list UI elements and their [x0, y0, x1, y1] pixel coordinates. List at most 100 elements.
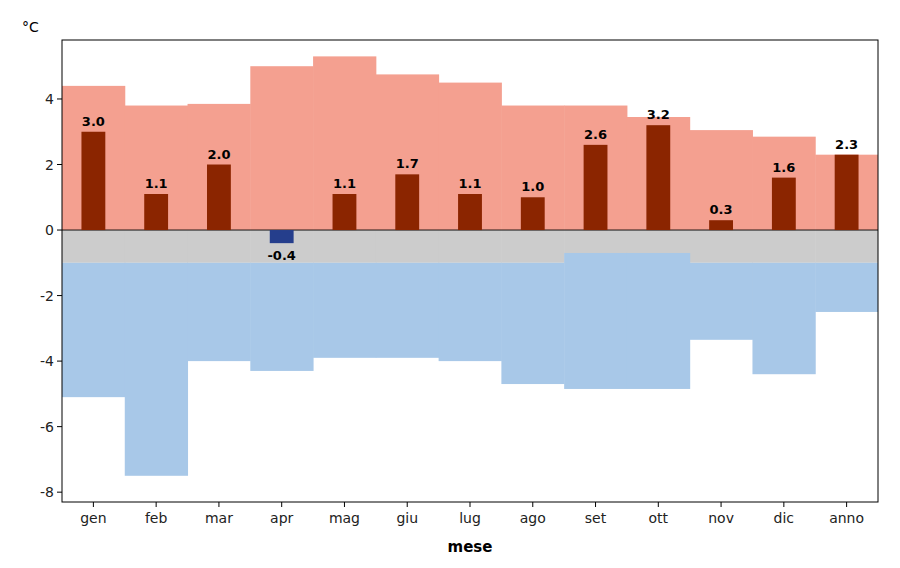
band-cell	[815, 263, 878, 312]
band	[62, 253, 878, 476]
x-axis-label: mese	[448, 538, 493, 556]
band-cell	[752, 263, 815, 374]
band-cell	[376, 263, 439, 358]
bar	[646, 125, 670, 230]
band-cell	[564, 253, 627, 389]
y-tick-label: -2	[40, 288, 54, 304]
bar	[772, 178, 796, 230]
x-tick	[658, 502, 659, 507]
data-label: 1.7	[396, 156, 419, 171]
band-cell	[690, 230, 753, 263]
x-tick	[595, 502, 596, 507]
band-cell	[752, 137, 815, 230]
x-tick-label: anno	[829, 510, 864, 526]
data-labels: 3.01.12.0-0.41.11.71.11.02.63.20.31.62.3	[82, 107, 858, 263]
band-cell	[501, 263, 564, 384]
x-tick-label: set	[585, 510, 607, 526]
x-tick-label: mar	[205, 510, 233, 526]
band-cell	[125, 263, 188, 476]
band-cell	[125, 230, 188, 263]
bar	[835, 155, 859, 230]
x-tick	[783, 502, 784, 507]
x-tick	[93, 502, 94, 507]
data-label: -0.4	[267, 248, 295, 263]
band-cell	[188, 263, 251, 361]
band-cell	[627, 117, 690, 230]
x-tick-label: nov	[708, 510, 734, 526]
band-cell	[564, 106, 627, 231]
bar	[81, 132, 105, 230]
y-tick-label: -8	[40, 484, 54, 500]
x-tick	[721, 502, 722, 507]
band-cell	[439, 83, 502, 230]
data-label: 2.0	[207, 147, 230, 162]
x-tick-label: ott	[649, 510, 669, 526]
plot-area	[62, 56, 878, 475]
x-tick	[218, 502, 219, 507]
data-label: 1.1	[333, 176, 356, 191]
band-cell	[62, 86, 125, 230]
band-cell	[627, 230, 690, 253]
bar	[270, 230, 294, 243]
band-cell	[501, 106, 564, 231]
x-tick	[532, 502, 533, 507]
bar	[458, 194, 482, 230]
y-tick-label: 2	[45, 157, 54, 173]
y-axis-label: °C	[22, 19, 39, 35]
band-cell	[250, 230, 313, 263]
bar	[521, 197, 545, 230]
x-axis: genfebmaraprmaggiulugagosetottnovdicanno	[80, 502, 864, 526]
band-cell	[690, 130, 753, 230]
x-tick-label: feb	[145, 510, 168, 526]
bar	[395, 174, 419, 230]
y-tick	[57, 295, 62, 296]
x-tick-label: ago	[520, 510, 546, 526]
x-tick-label: lug	[459, 510, 481, 526]
band-cell	[376, 74, 439, 230]
band-cell	[62, 230, 125, 263]
band-cell	[376, 230, 439, 263]
x-tick	[407, 502, 408, 507]
y-tick	[57, 426, 62, 427]
band-cell	[439, 230, 502, 263]
band-cell	[313, 230, 376, 263]
data-label: 2.6	[584, 127, 607, 142]
band-cell	[313, 56, 376, 230]
band-cell	[501, 230, 564, 263]
bar	[709, 220, 733, 230]
data-label: 1.0	[521, 179, 544, 194]
band-cell	[627, 253, 690, 389]
band-cell	[250, 66, 313, 230]
bar	[584, 145, 608, 230]
data-label: 0.3	[710, 202, 733, 217]
x-tick	[281, 502, 282, 507]
band-cell	[188, 230, 251, 263]
data-label: 3.0	[82, 114, 105, 129]
y-tick	[57, 361, 62, 362]
x-tick	[846, 502, 847, 507]
data-label: 2.3	[835, 137, 858, 152]
band-cell	[313, 263, 376, 358]
bar	[144, 194, 168, 230]
plot-frame	[62, 40, 878, 502]
x-tick-label: giu	[396, 510, 418, 526]
x-tick	[344, 502, 345, 507]
bars	[81, 125, 858, 243]
bar	[207, 165, 231, 231]
y-axis: -8-6-4-2024	[40, 91, 62, 500]
band	[62, 56, 878, 230]
x-tick-label: apr	[270, 510, 293, 526]
band	[62, 230, 878, 263]
x-tick-label: mag	[329, 510, 360, 526]
band-cell	[250, 263, 313, 371]
band-cell	[815, 155, 878, 230]
x-tick	[470, 502, 471, 507]
data-label: 1.1	[458, 176, 481, 191]
y-tick-label: 0	[45, 222, 54, 238]
band-cell	[815, 230, 878, 263]
band-cell	[564, 230, 627, 253]
band-cell	[62, 263, 125, 397]
x-tick	[156, 502, 157, 507]
band-cell	[188, 104, 251, 230]
y-tick-label: 4	[45, 91, 54, 107]
